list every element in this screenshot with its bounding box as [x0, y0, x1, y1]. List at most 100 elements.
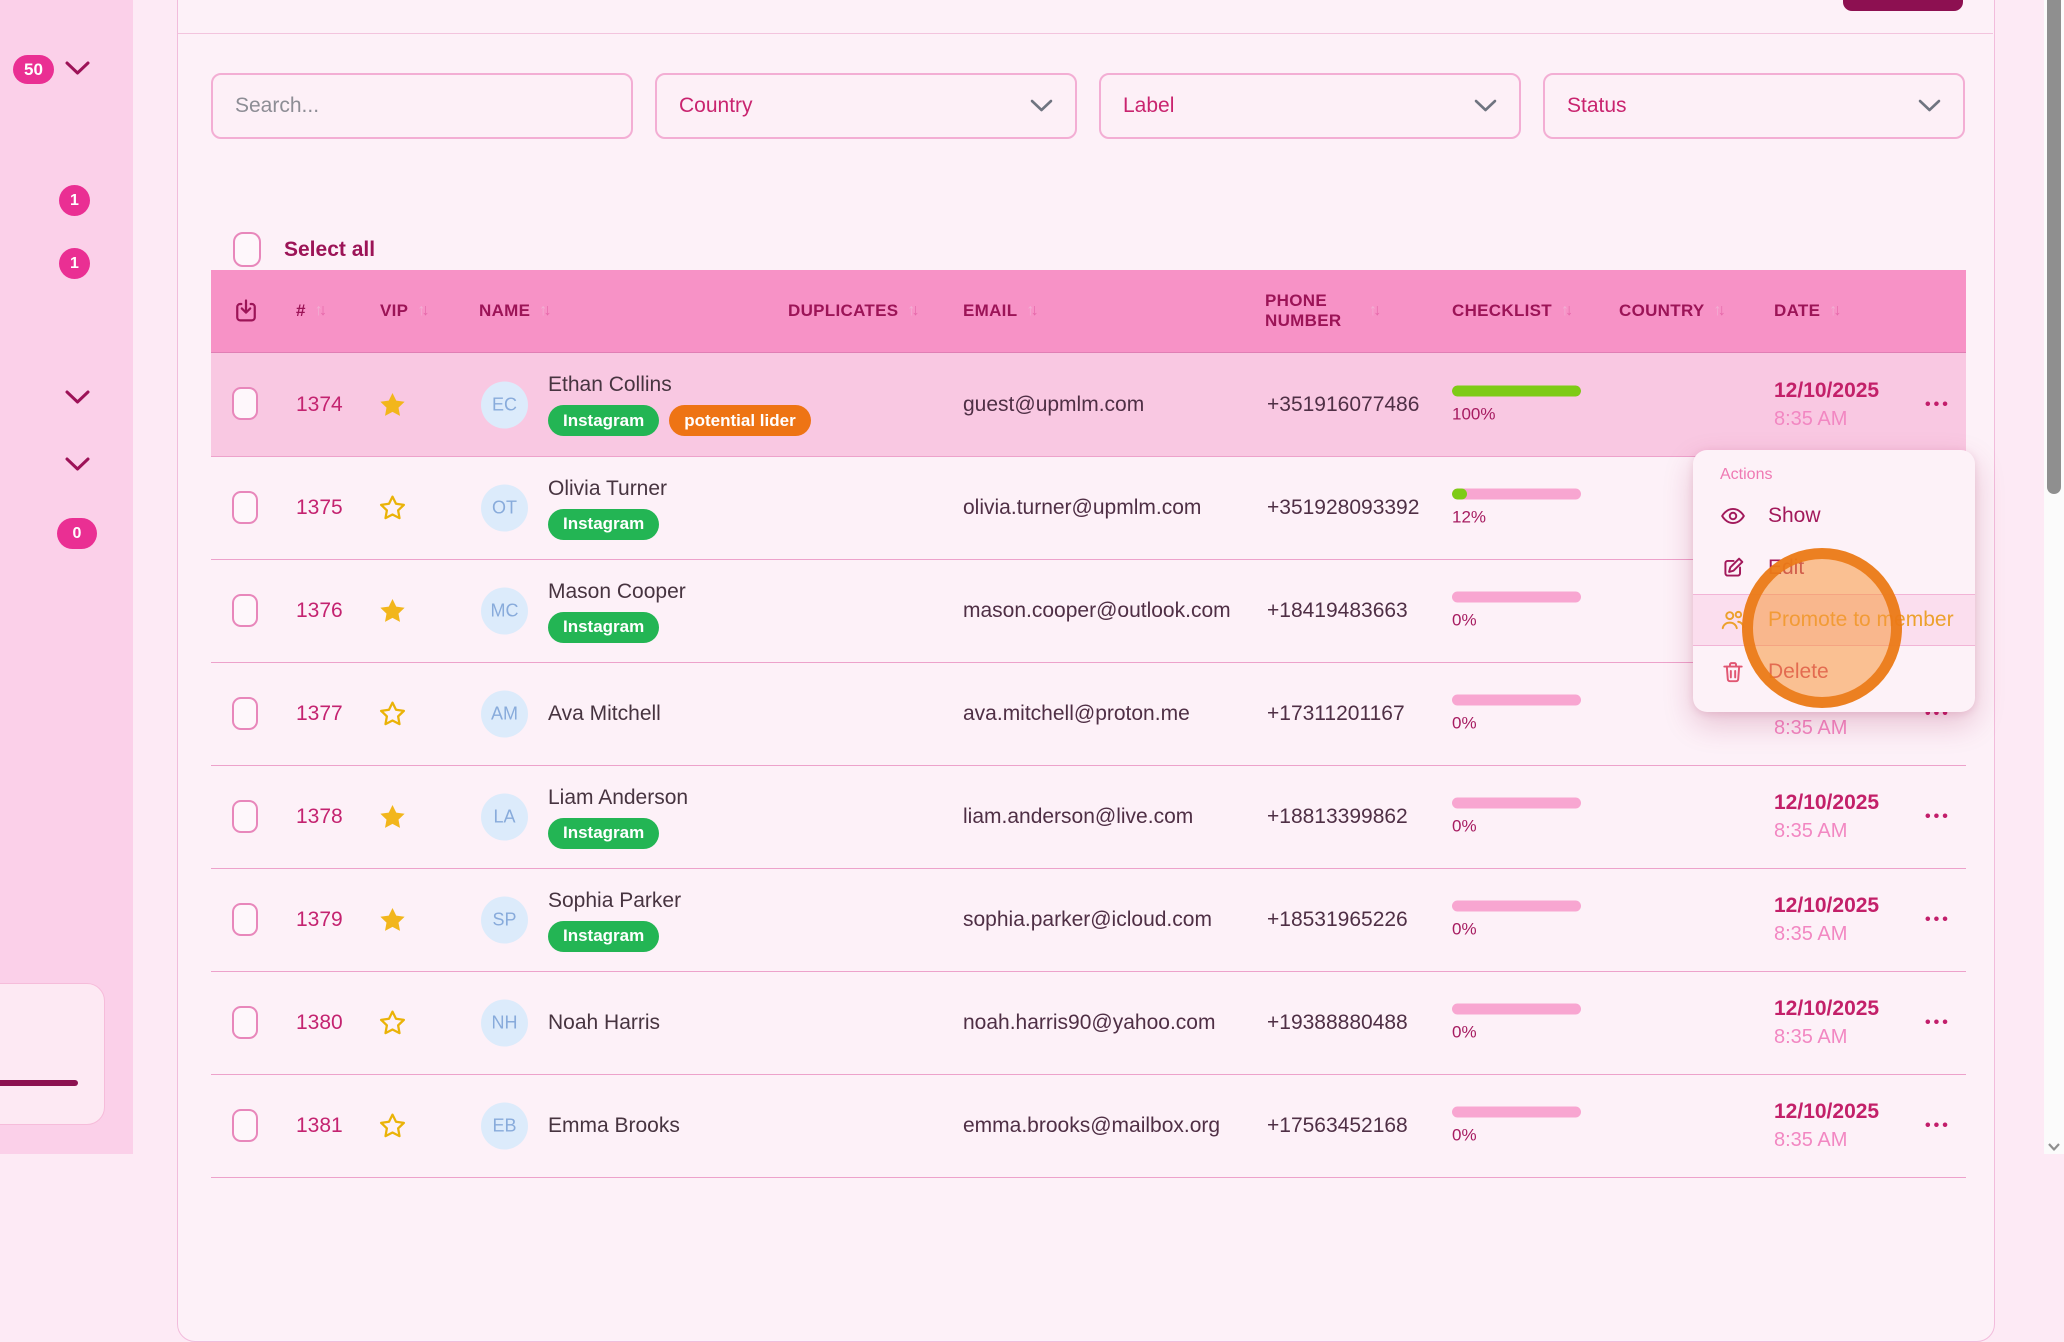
scroll-down-arrow-icon[interactable]	[2048, 1143, 2060, 1151]
row-checkbox[interactable]	[232, 697, 258, 730]
sidebar-notification-badge[interactable]: 1	[59, 185, 90, 216]
vip-star-icon[interactable]	[377, 869, 408, 971]
primary-action-button[interactable]	[1843, 0, 1963, 11]
row-id: 1374	[296, 392, 343, 416]
contact-email: mason.cooper@outlook.com	[963, 599, 1231, 622]
column-header-phone[interactable]: PHONE NUMBER ↑ ↓	[1265, 290, 1382, 330]
sort-icon[interactable]: ↑ ↓	[1829, 302, 1842, 319]
chevron-down-icon	[1918, 99, 1941, 112]
contact-phone: +18419483663	[1267, 599, 1408, 622]
column-header-id[interactable]: # ↑ ↓	[296, 301, 328, 320]
row-checkbox[interactable]	[232, 1109, 258, 1142]
contact-email: noah.harris90@yahoo.com	[963, 1011, 1216, 1034]
row-checkbox[interactable]	[232, 594, 258, 627]
chevron-down-icon[interactable]	[64, 456, 91, 473]
sidebar-zero-badge[interactable]: 0	[57, 518, 97, 549]
column-header-name[interactable]: NAME ↑ ↓	[479, 301, 552, 320]
scrollbar-thumb[interactable]	[2047, 0, 2061, 494]
row-time: 8:35 AM	[1774, 1026, 1848, 1048]
vip-star-icon[interactable]	[377, 560, 408, 662]
sort-icon[interactable]: ↑ ↓	[1026, 302, 1040, 319]
contact-phone: +18813399862	[1267, 805, 1408, 828]
avatar: SP	[481, 896, 528, 944]
users-icon	[1721, 610, 1745, 630]
column-header-dup[interactable]: DUPLICATES ↑ ↓	[788, 301, 920, 320]
vip-star-icon[interactable]	[377, 457, 408, 559]
scrollbar[interactable]	[2044, 0, 2064, 1154]
label-select-value: Label	[1123, 94, 1175, 117]
row-id: 1380	[296, 1011, 343, 1034]
contact-name: Sophia Parker	[548, 888, 682, 912]
row-actions-button[interactable]: •••	[1925, 1014, 1951, 1031]
sort-icon[interactable]: ↑ ↓	[1560, 302, 1574, 319]
row-checkbox[interactable]	[232, 800, 258, 833]
export-icon[interactable]	[232, 297, 260, 325]
row-checkbox[interactable]	[232, 491, 258, 524]
sort-icon[interactable]: ↑ ↓	[907, 302, 920, 319]
sort-icon[interactable]: ↑ ↓	[539, 302, 552, 319]
checklist-percent: 0%	[1452, 1022, 1477, 1042]
column-header-date[interactable]: DATE ↑ ↓	[1774, 301, 1842, 320]
contact-phone: +17563452168	[1267, 1114, 1408, 1137]
column-header-vip[interactable]: VIP ↑ ↓	[380, 301, 430, 320]
row-checkbox[interactable]	[232, 903, 258, 936]
row-id: 1377	[296, 702, 343, 725]
vip-star-icon[interactable]	[377, 353, 408, 456]
checklist-progress: 12%	[1452, 488, 1581, 528]
row-time: 8:35 AM	[1774, 923, 1848, 945]
menu-item-show[interactable]: Show	[1693, 490, 1975, 542]
content-card	[177, 0, 1995, 1342]
vip-star-icon[interactable]	[377, 1075, 408, 1177]
contact-email: guest@upmlm.com	[963, 392, 1145, 416]
sidebar-count-badge[interactable]: 50	[13, 55, 54, 84]
column-header-export[interactable]	[232, 270, 260, 352]
sort-icon[interactable]: ↑ ↓	[1369, 302, 1382, 319]
avatar: EB	[481, 1102, 528, 1150]
row-checkbox[interactable]	[232, 1006, 258, 1039]
checklist-progress: 0%	[1452, 1003, 1581, 1043]
status-select[interactable]: Status	[1543, 73, 1965, 139]
row-actions-button[interactable]: •••	[1925, 395, 1951, 413]
checklist-percent: 0%	[1452, 610, 1477, 630]
sort-icon[interactable]: ↑ ↓	[1713, 302, 1727, 319]
row-actions-button[interactable]: •••	[1925, 808, 1951, 825]
row-actions-button[interactable]: •••	[1925, 911, 1951, 928]
row-checkbox[interactable]	[232, 387, 258, 420]
contact-name: Noah Harris	[548, 1011, 661, 1034]
search-input[interactable]	[211, 73, 633, 139]
column-header-check[interactable]: CHECKLIST ↑ ↓	[1452, 301, 1574, 320]
select-all-checkbox[interactable]	[233, 232, 261, 267]
sort-icon[interactable]: ↑ ↓	[314, 302, 328, 319]
select-all-label: Select all	[284, 238, 376, 261]
country-select[interactable]: Country	[655, 73, 1077, 139]
chevron-down-icon[interactable]	[64, 60, 91, 77]
contact-email: liam.anderson@live.com	[963, 805, 1194, 828]
contact-phone: +351916077486	[1267, 392, 1420, 416]
vip-star-icon[interactable]	[377, 972, 408, 1074]
column-header-email[interactable]: EMAIL ↑ ↓	[963, 301, 1040, 320]
row-actions-button[interactable]: •••	[1925, 1117, 1951, 1134]
table-row: 1379 SP Sophia Parker Instagram sophia.parke…	[211, 869, 1966, 972]
contact-name: Ethan Collins	[548, 373, 672, 396]
contact-phone: +351928093392	[1267, 496, 1420, 519]
checklist-progress: 100%	[1452, 385, 1581, 424]
label-select[interactable]: Label	[1099, 73, 1521, 139]
contact-name: Mason Cooper	[548, 579, 686, 603]
country-select-value: Country	[679, 94, 753, 117]
click-spotlight	[1742, 548, 1902, 708]
vip-star-icon[interactable]	[377, 663, 408, 765]
avatar: AM	[481, 690, 528, 738]
sidebar-notification-badge[interactable]: 1	[59, 248, 90, 279]
edit-icon	[1724, 557, 1744, 577]
vip-star-icon[interactable]	[377, 766, 408, 868]
avatar: MC	[481, 587, 528, 635]
sidebar-bottom-panel[interactable]	[0, 983, 105, 1125]
chevron-down-icon[interactable]	[64, 389, 91, 406]
column-header-country[interactable]: COUNTRY ↑ ↓	[1619, 301, 1727, 320]
row-id: 1379	[296, 908, 343, 931]
sort-icon[interactable]: ↑ ↓	[417, 302, 430, 319]
checklist-percent: 0%	[1452, 919, 1477, 939]
table-row: 1375 OT Olivia Turner Instagram olivia.turne…	[211, 457, 1966, 560]
row-date: 12/10/2025	[1774, 997, 1880, 1020]
contact-email: ava.mitchell@proton.me	[963, 702, 1190, 725]
